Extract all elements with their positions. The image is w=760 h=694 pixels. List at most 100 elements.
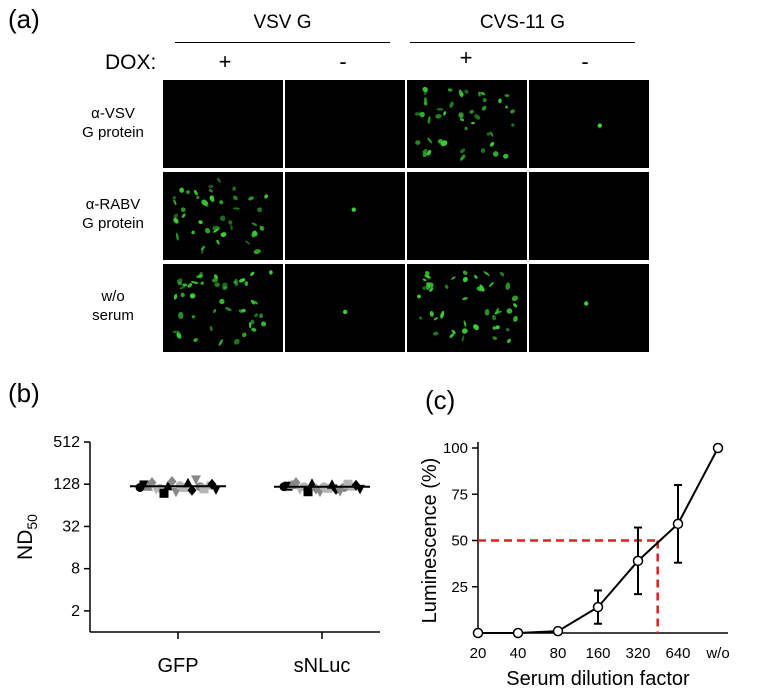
fluorescent-cell (449, 101, 454, 108)
x-tick-label: 160 (585, 645, 610, 662)
fluorescent-cell (213, 309, 217, 313)
data-point (343, 479, 353, 489)
fluorescent-cell (201, 199, 208, 206)
fluorescent-cell (422, 286, 427, 290)
fluorescent-cell (196, 195, 200, 200)
micrograph-image (163, 80, 283, 168)
fluorescent-cell (218, 339, 224, 346)
micrograph-image (407, 172, 527, 260)
fluorescent-cell (489, 281, 494, 287)
data-point (291, 477, 301, 489)
dox-sign-2: - (339, 49, 347, 74)
fluorescent-cell (414, 112, 421, 116)
fluorescent-cell (228, 220, 233, 225)
data-point (712, 442, 724, 454)
fluorescent-cell (181, 213, 186, 218)
fluorescent-cell (504, 94, 510, 97)
fluorescent-cell (253, 249, 261, 255)
fluorescent-cell (219, 298, 225, 305)
fluorescent-cell (480, 148, 486, 154)
micrograph-image (417, 270, 519, 344)
fluorescent-cell (176, 278, 183, 284)
fluorescent-cell (435, 113, 442, 119)
y-axis-label: ND50 (14, 514, 40, 560)
x-tick-label: 20 (470, 645, 487, 662)
fluorescent-cell (216, 177, 221, 183)
fluorescent-cell (490, 131, 494, 137)
fluorescent-cell (451, 329, 456, 334)
fluorescent-cell (432, 331, 439, 336)
fluorescent-cell (208, 185, 214, 188)
data-point (632, 555, 644, 567)
luminescence-line-chart: 25 50 75 100 20 40 80 160 320 640 w/o Serum dilutio… (419, 440, 730, 690)
fluorescent-cell (424, 274, 431, 279)
fluorescent-cell (480, 91, 486, 96)
fluorescent-cell (422, 152, 428, 158)
fluorescent-cell (175, 232, 179, 241)
fluorescent-cell (238, 278, 246, 283)
fluorescent-cell (483, 271, 490, 276)
fluorescent-dot (584, 301, 589, 306)
panel-a-label: (a) (8, 4, 40, 34)
fluorescent-cell (173, 217, 179, 224)
fluorescent-cell (427, 116, 431, 124)
y-tick-label: 25 (451, 579, 468, 596)
data-point (159, 488, 169, 498)
fluorescent-cell (190, 281, 199, 284)
fluorescent-cell (458, 112, 464, 118)
fluorescent-cell (191, 315, 196, 319)
y-tick-label: 75 (451, 486, 468, 503)
fluorescent-cell (505, 328, 510, 332)
fluorescent-cell (492, 151, 499, 157)
fluorescent-cell (185, 190, 191, 194)
data-point (512, 627, 524, 639)
fluorescent-cell (213, 228, 219, 233)
fluorescent-cell (482, 98, 487, 103)
micrograph-image (172, 270, 273, 346)
fluorescent-cell (419, 316, 423, 320)
data-point (167, 475, 177, 487)
fluorescent-cell (182, 283, 188, 287)
fluorescent-cell (209, 326, 213, 332)
fluorescent-cell (419, 111, 425, 118)
fluorescent-cell (423, 90, 427, 95)
fluorescent-cell (425, 271, 430, 276)
data-point (179, 482, 189, 492)
fluorescent-cell (422, 278, 427, 282)
fluorescent-cell (233, 338, 240, 345)
row-label-anti-rabv-line1: α-RABV (85, 196, 141, 213)
fluorescent-cell (473, 324, 479, 331)
fluorescent-cell (216, 239, 220, 245)
fluorescent-cell (429, 287, 434, 292)
x-tick-label: 80 (550, 645, 567, 662)
group-header-vsv-g: VSV G (253, 12, 312, 33)
fluorescent-cell (449, 332, 455, 339)
fluorescent-cell (460, 118, 465, 122)
y-tick-label: 512 (53, 434, 80, 451)
micrograph-image (285, 80, 405, 168)
fluorescent-cell (199, 271, 203, 279)
fluorescent-cell (464, 89, 469, 94)
micrograph-r3-c4 (529, 264, 649, 352)
fluorescent-cell (189, 293, 196, 299)
fluorescent-cell (242, 332, 247, 338)
fluorescent-cell (461, 335, 465, 342)
fluorescent-cell (257, 207, 263, 213)
fluorescent-cell (230, 224, 233, 231)
y-tick-label: 50 (451, 533, 468, 550)
data-point (472, 627, 484, 639)
fluorescent-dot (342, 309, 348, 315)
micrograph-image (414, 86, 515, 161)
fluorescent-cell (219, 200, 224, 205)
fluorescent-cell (248, 321, 252, 329)
fluorescent-cell (440, 310, 445, 319)
micrograph-image (342, 309, 348, 315)
fluorescent-cell (198, 220, 203, 225)
fluorescent-cell (264, 194, 269, 199)
fluorescent-cell (204, 227, 211, 234)
fluorescent-cell (444, 284, 449, 289)
fluorescent-cell (464, 126, 468, 131)
fluorescent-cell (250, 299, 255, 305)
fluorescent-cell (251, 230, 257, 238)
fluorescent-cell (481, 105, 487, 111)
